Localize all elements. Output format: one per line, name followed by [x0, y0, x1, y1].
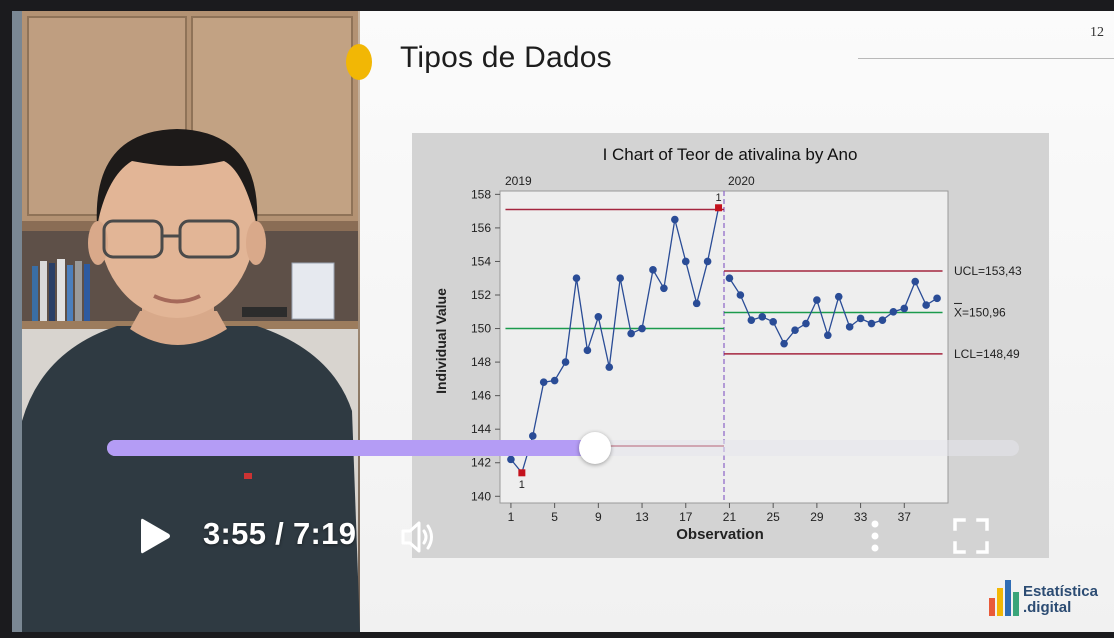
webcam-overlay: [12, 11, 360, 632]
data-point: [813, 296, 821, 304]
data-point: [561, 358, 570, 366]
data-point: [911, 277, 920, 286]
data-point: [638, 324, 646, 333]
y-tick-label: 144: [471, 422, 491, 436]
stage-label-2019: 2019: [505, 174, 532, 188]
ucl-label: UCL=153,43: [954, 264, 1022, 278]
center-label: X=150,96: [954, 305, 1006, 319]
data-point: [703, 257, 712, 266]
x-tick-label: 9: [595, 510, 602, 524]
data-point: [671, 215, 679, 224]
stage-label-2020: 2020: [728, 174, 755, 188]
x-tick-label: 33: [854, 510, 868, 524]
data-point: [583, 346, 592, 355]
y-tick-label: 148: [471, 355, 491, 369]
data-point: [791, 326, 799, 335]
data-point: [867, 319, 876, 328]
slide-number: 12: [1090, 25, 1104, 40]
data-point: [725, 274, 734, 283]
out-of-control-point: [518, 469, 526, 477]
out-of-control-flag: 1: [715, 192, 721, 204]
title-accent-dot: [346, 44, 372, 80]
more-vert-icon: [871, 520, 879, 552]
data-point: [736, 291, 745, 299]
volume-icon: [401, 521, 433, 553]
fullscreen-button[interactable]: [952, 517, 990, 560]
data-point: [572, 274, 581, 283]
progress-bar[interactable]: [107, 432, 1019, 464]
presentation-slide: 12 Tipos de Dados I Chart of Teor de ati…: [346, 11, 1114, 632]
y-tick-label: 158: [471, 187, 491, 201]
y-tick-label: 142: [471, 456, 491, 470]
more-options-button[interactable]: [866, 519, 884, 558]
x-tick-label: 37: [898, 510, 912, 524]
data-point: [878, 316, 887, 324]
data-point: [747, 316, 756, 324]
y-tick-label: 156: [471, 221, 491, 235]
data-point: [922, 301, 930, 309]
data-point: [627, 329, 635, 338]
fullscreen-icon: [953, 518, 989, 554]
data-point: [933, 294, 941, 303]
data-point: [824, 331, 832, 340]
x-axis-label: Observation: [676, 526, 764, 543]
x-tick-label: 1: [508, 510, 515, 524]
data-point: [550, 376, 559, 385]
play-icon: [141, 518, 170, 554]
y-tick-label: 150: [471, 322, 491, 336]
data-point: [900, 304, 909, 313]
brand-logo: Estatística .digital: [988, 576, 1098, 616]
data-point: [649, 266, 657, 274]
play-button[interactable]: [138, 516, 172, 561]
volume-button[interactable]: [399, 519, 437, 560]
slide-title: Tipos de Dados: [400, 41, 612, 74]
out-of-control-flag: 1: [519, 479, 525, 491]
progress-played: [107, 440, 596, 456]
x-tick-label: 29: [810, 510, 824, 524]
data-point: [605, 363, 614, 371]
x-tick-label: 25: [766, 510, 780, 524]
data-point: [681, 257, 690, 266]
data-point: [692, 299, 701, 308]
y-tick-label: 146: [471, 389, 491, 403]
data-point: [594, 313, 603, 321]
chart-title: I Chart of Teor de ativalina by Ano: [603, 145, 858, 164]
data-point: [845, 323, 854, 331]
data-point: [539, 378, 548, 387]
y-axis-label: Individual Value: [433, 288, 449, 394]
data-point: [856, 314, 865, 323]
x-tick-label: 5: [551, 510, 558, 524]
data-point: [660, 284, 668, 293]
x-tick-label: 21: [723, 510, 737, 524]
video-frame[interactable]: 12 Tipos de Dados I Chart of Teor de ati…: [12, 11, 1114, 632]
y-tick-label: 154: [471, 254, 491, 268]
data-point: [616, 274, 624, 283]
data-point: [528, 432, 537, 440]
logo-bars-icon: [988, 576, 1019, 616]
y-tick-label: 152: [471, 288, 491, 302]
out-of-control-point: [715, 204, 723, 212]
logo-text-line2: .digital: [1022, 599, 1072, 616]
presenter-image: [12, 11, 360, 632]
logo-text-line1: Estatística: [1022, 583, 1098, 600]
data-point: [802, 319, 810, 328]
data-point: [758, 313, 767, 321]
progress-handle[interactable]: [579, 432, 612, 464]
data-point: [769, 318, 777, 326]
y-tick-label: 140: [471, 489, 491, 503]
data-point: [780, 339, 788, 348]
lcl-label: LCL=148,49: [954, 347, 1020, 361]
x-tick-label: 17: [679, 510, 693, 524]
i-chart: I Chart of Teor de ativalina by Ano Indi…: [412, 133, 1049, 558]
data-point: [889, 307, 898, 316]
data-point: [507, 455, 515, 464]
x-tick-label: 13: [635, 510, 649, 524]
data-point: [834, 292, 843, 301]
title-divider: [858, 58, 1114, 59]
